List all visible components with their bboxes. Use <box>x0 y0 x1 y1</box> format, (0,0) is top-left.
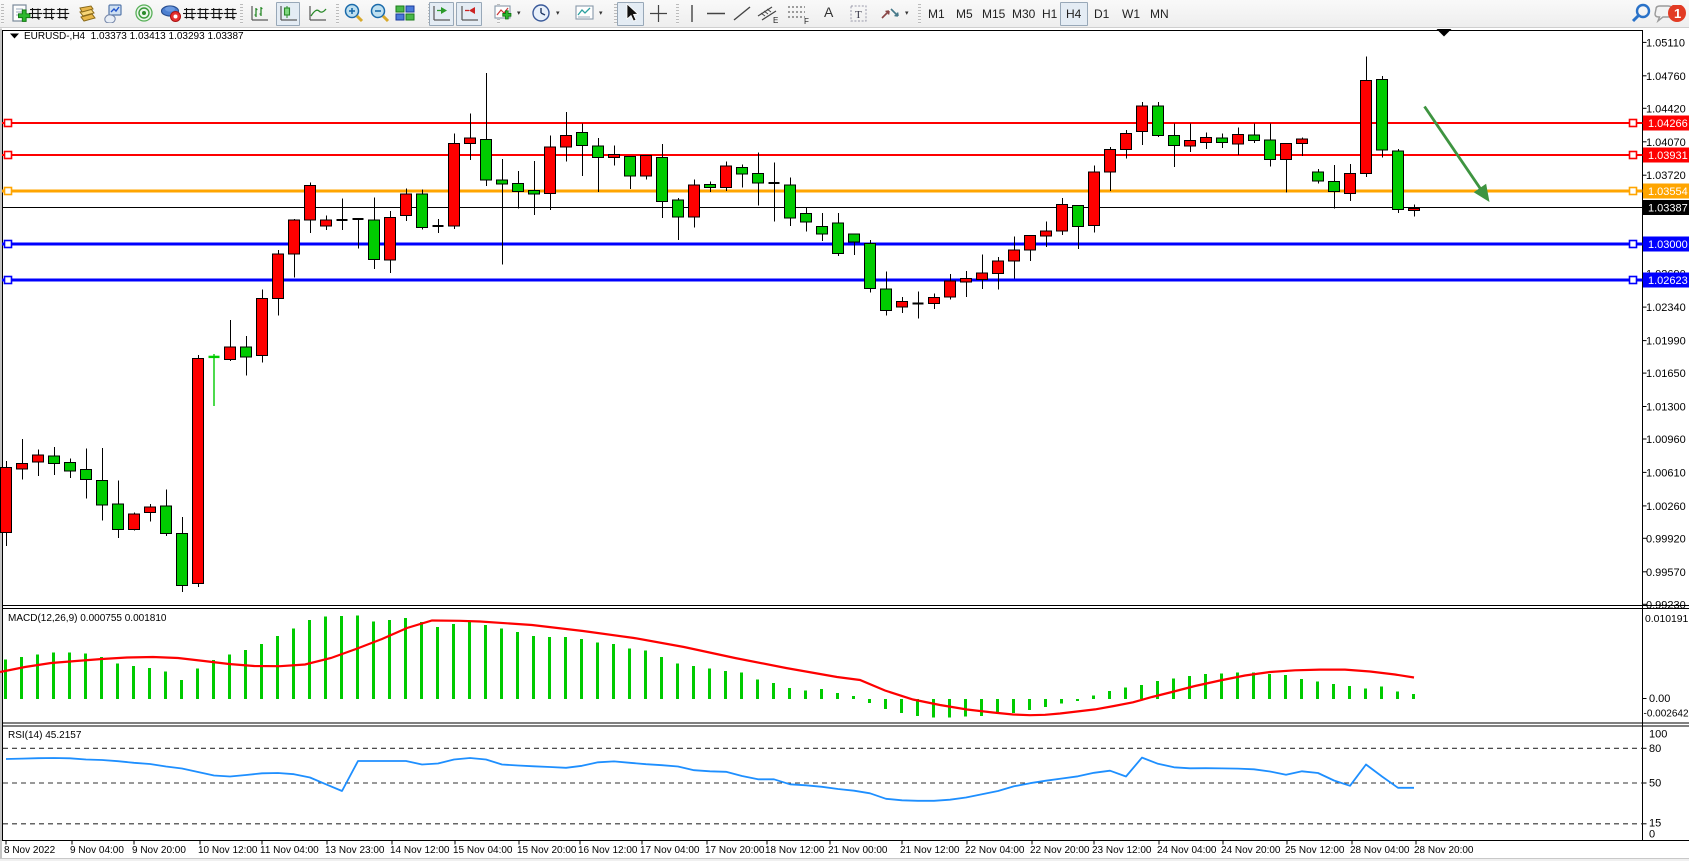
svg-text:21 Nov 00:00: 21 Nov 00:00 <box>828 845 888 856</box>
svg-text:100: 100 <box>1649 729 1667 741</box>
svg-text:18 Nov 12:00: 18 Nov 12:00 <box>765 845 825 856</box>
svg-text:1.04420: 1.04420 <box>1646 103 1686 115</box>
svg-text:1.04760: 1.04760 <box>1646 71 1686 83</box>
svg-text:28 Nov 04:00: 28 Nov 04:00 <box>1350 845 1410 856</box>
svg-text:RSI(14) 45.2157: RSI(14) 45.2157 <box>8 730 82 741</box>
svg-text:24 Nov 20:00: 24 Nov 20:00 <box>1221 845 1281 856</box>
svg-text:1.04266: 1.04266 <box>1648 118 1688 130</box>
svg-text:1.03931: 1.03931 <box>1648 150 1688 162</box>
svg-text:EURUSD-,H4 1.03373 1.03413 1.: EURUSD-,H4 1.03373 1.03413 1.03293 1.033… <box>24 31 244 42</box>
svg-text:9 Nov 04:00: 9 Nov 04:00 <box>70 845 124 856</box>
svg-text:1.00260: 1.00260 <box>1646 501 1686 513</box>
svg-text:0: 0 <box>1649 829 1655 841</box>
svg-text:1: 1 <box>1674 6 1681 21</box>
svg-text:17 Nov 20:00: 17 Nov 20:00 <box>705 845 765 856</box>
svg-text:1.02623: 1.02623 <box>1648 275 1688 287</box>
svg-text:1.03720: 1.03720 <box>1646 170 1686 182</box>
svg-text:8 Nov 2022: 8 Nov 2022 <box>4 845 56 856</box>
svg-text:MACD(12,26,9) 0.000755 0.00181: MACD(12,26,9) 0.000755 0.001810 <box>8 613 167 624</box>
svg-text:1.04070: 1.04070 <box>1646 137 1686 149</box>
svg-text:23 Nov 12:00: 23 Nov 12:00 <box>1092 845 1152 856</box>
svg-text:21 Nov 12:00: 21 Nov 12:00 <box>900 845 960 856</box>
svg-text:E: E <box>773 16 778 24</box>
svg-text:15: 15 <box>1649 818 1661 830</box>
svg-text:1.05110: 1.05110 <box>1646 37 1685 49</box>
svg-text:0.00: 0.00 <box>1649 693 1670 705</box>
svg-text:T: T <box>855 9 862 21</box>
svg-text:1.00960: 1.00960 <box>1646 434 1686 446</box>
svg-text:25 Nov 12:00: 25 Nov 12:00 <box>1285 845 1345 856</box>
svg-text:1.02340: 1.02340 <box>1646 302 1686 314</box>
svg-text:24 Nov 04:00: 24 Nov 04:00 <box>1157 845 1217 856</box>
svg-text:14 Nov 12:00: 14 Nov 12:00 <box>390 845 450 856</box>
svg-text:0.99570: 0.99570 <box>1646 567 1686 579</box>
svg-text:16 Nov 12:00: 16 Nov 12:00 <box>578 845 638 856</box>
svg-text:9 Nov 20:00: 9 Nov 20:00 <box>132 845 186 856</box>
svg-text:15 Nov 20:00: 15 Nov 20:00 <box>517 845 577 856</box>
svg-text:13 Nov 23:00: 13 Nov 23:00 <box>325 845 385 856</box>
svg-text:0.99230: 0.99230 <box>1646 599 1686 611</box>
svg-text:15 Nov 04:00: 15 Nov 04:00 <box>453 845 513 856</box>
svg-text:0.99920: 0.99920 <box>1646 533 1686 545</box>
svg-text:1.03387: 1.03387 <box>1648 203 1688 215</box>
svg-text:28 Nov 20:00: 28 Nov 20:00 <box>1414 845 1474 856</box>
svg-text:1.01990: 1.01990 <box>1646 336 1686 348</box>
svg-text:1.00610: 1.00610 <box>1646 467 1686 479</box>
svg-text:50: 50 <box>1649 778 1661 790</box>
svg-text:10 Nov 12:00: 10 Nov 12:00 <box>198 845 258 856</box>
svg-text:11 Nov 04:00: 11 Nov 04:00 <box>260 845 319 856</box>
svg-text:0.010191: 0.010191 <box>1645 614 1689 625</box>
svg-text:1.01300: 1.01300 <box>1646 402 1686 414</box>
svg-text:22 Nov 20:00: 22 Nov 20:00 <box>1030 845 1090 856</box>
svg-text:22 Nov 04:00: 22 Nov 04:00 <box>965 845 1025 856</box>
svg-text:-0.002642: -0.002642 <box>1644 709 1689 720</box>
svg-text:F: F <box>804 17 809 24</box>
svg-text:17 Nov 04:00: 17 Nov 04:00 <box>640 845 700 856</box>
svg-text:1.01650: 1.01650 <box>1646 368 1686 380</box>
svg-text:80: 80 <box>1649 743 1661 755</box>
svg-text:1.03000: 1.03000 <box>1648 239 1688 251</box>
svg-text:1.03554: 1.03554 <box>1648 186 1688 198</box>
